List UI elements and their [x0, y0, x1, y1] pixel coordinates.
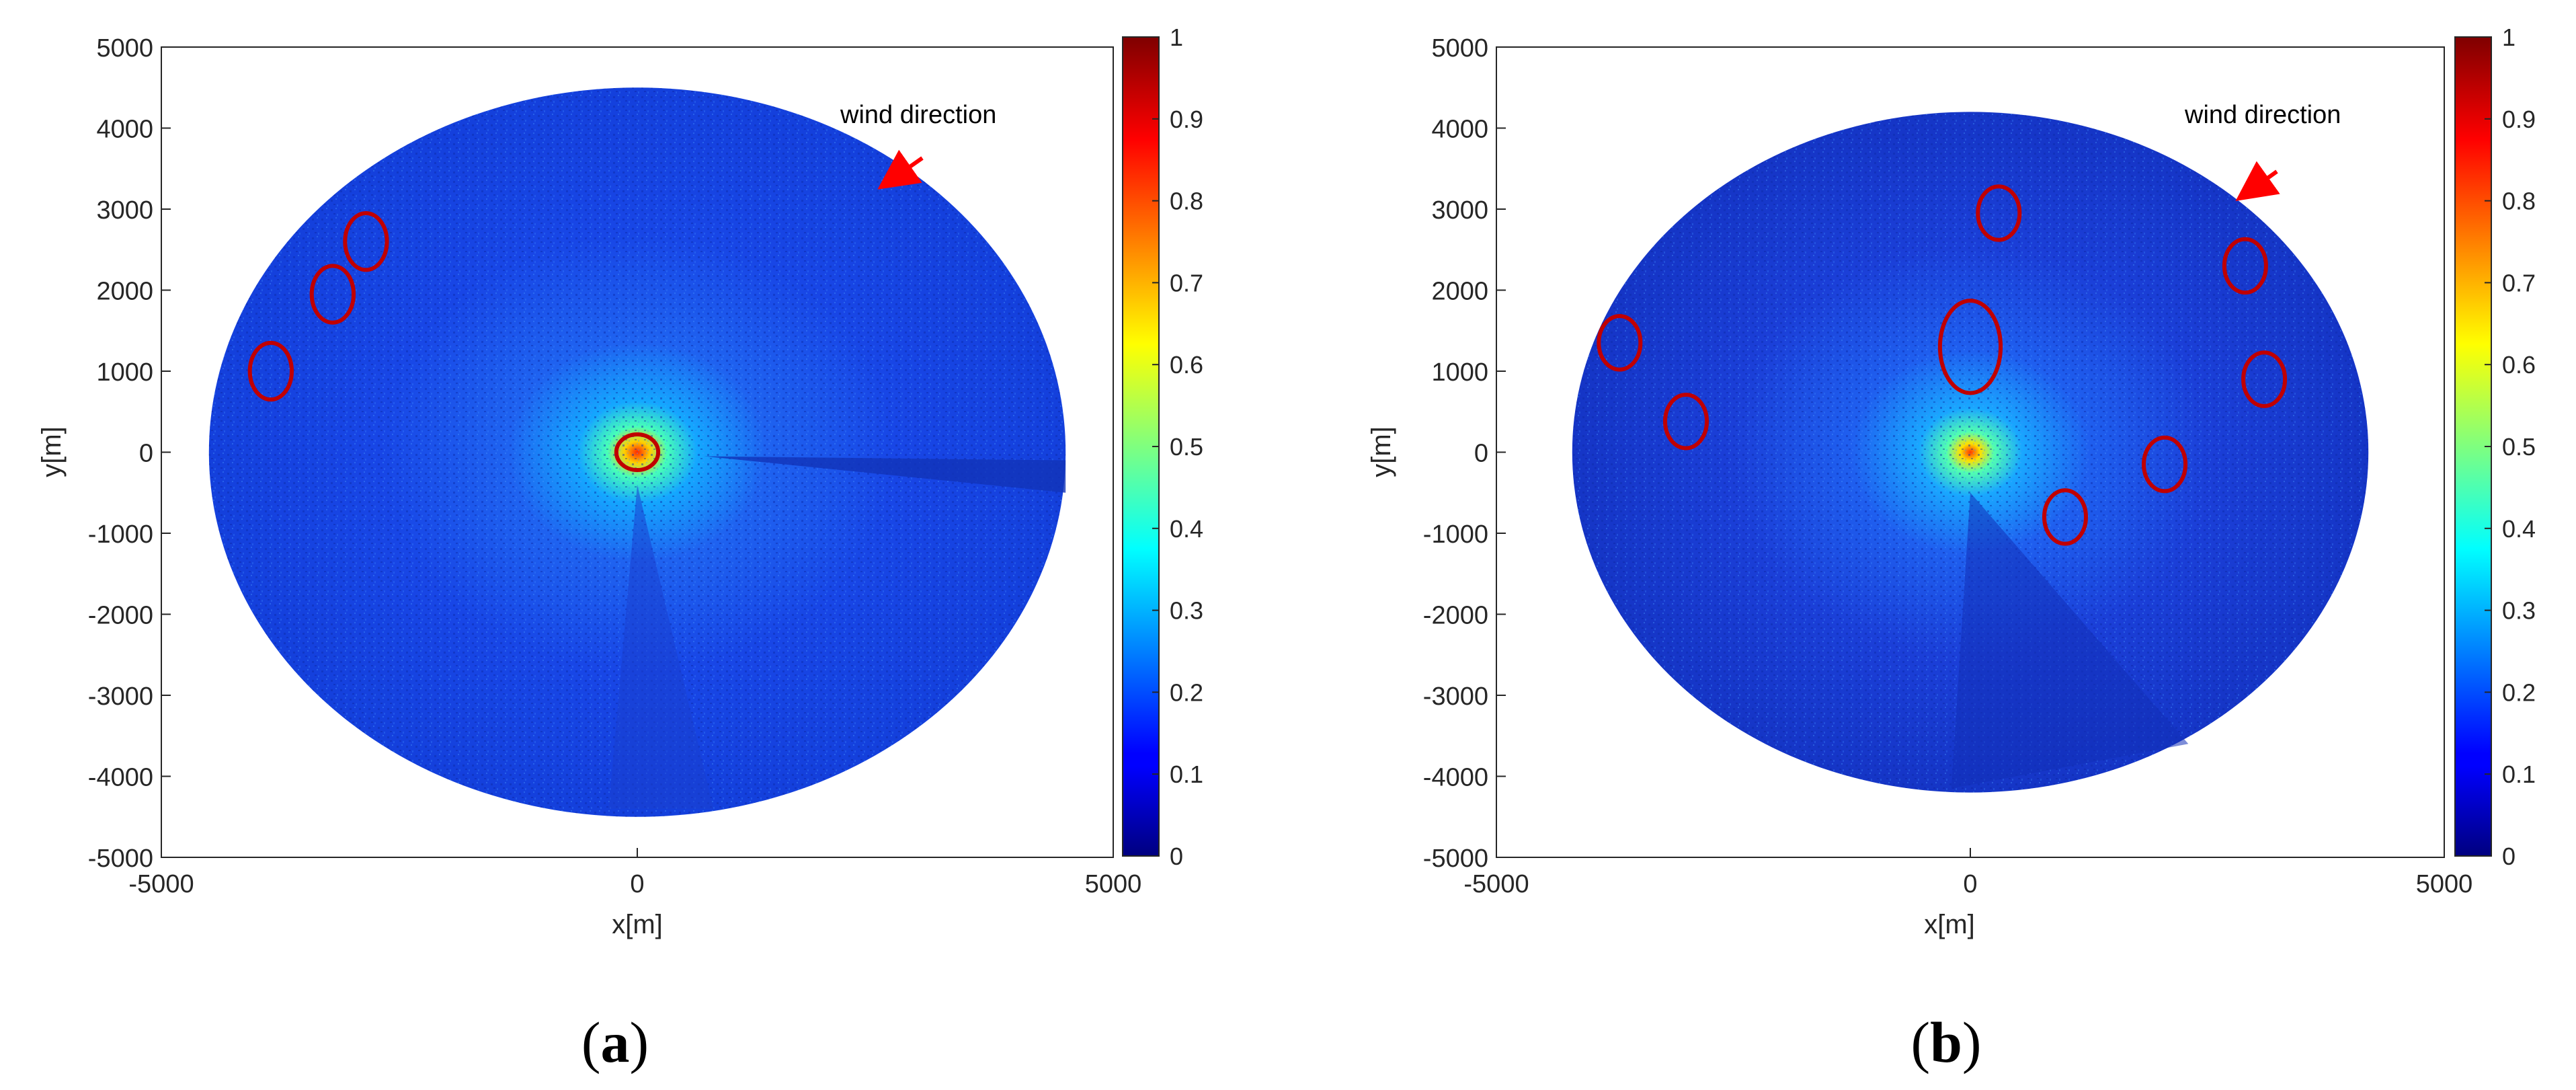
y-tick-label: -4000 [1423, 764, 1488, 792]
wind-direction-arrow [2235, 161, 2280, 201]
highlight-ellipse [1976, 184, 2022, 242]
caption-a: (a) [581, 1010, 649, 1075]
colorbar-tick-label: 0.7 [1170, 269, 1203, 297]
y-tick-label: 2000 [1431, 278, 1488, 306]
x-axis-label: x[m] [612, 910, 663, 939]
y-tick-label: -3000 [88, 683, 153, 711]
colorbar-tick-label: 0.8 [1170, 188, 1203, 215]
y-tick-label: -5000 [1423, 845, 1488, 873]
radar-shadow-sector [704, 456, 1066, 493]
y-tick-label: 1000 [96, 358, 153, 387]
x-tick-label: 5000 [1085, 870, 1142, 898]
colorbar-tick-label: 0.4 [2502, 515, 2536, 543]
x-tick-label: 0 [1963, 870, 1977, 898]
colorbar-tick-label: 0 [2502, 843, 2515, 870]
highlight-ellipse [2222, 237, 2268, 295]
panel-a: 5000 4000 3000 2000 1000 0 -1000 -2000 -3000 -400… [37, 24, 1203, 939]
colorbar-tick-label: 0.3 [2502, 597, 2536, 625]
highlight-ellipse [309, 264, 356, 325]
y-tick-label: -2000 [1423, 602, 1488, 630]
caption-b: (b) [1910, 1010, 1982, 1075]
y-axis-label: y[m] [37, 426, 67, 477]
y-tick-label: 5000 [96, 34, 153, 63]
colorbar-tick-label: 0.3 [1170, 597, 1203, 625]
colorbar-tick-label: 0.5 [2502, 433, 2536, 461]
highlight-ellipse [247, 340, 294, 402]
y-tick-label: -3000 [1423, 683, 1488, 711]
colorbar-tick-label: 0.6 [2502, 351, 2536, 379]
y-tick-label: 0 [1474, 440, 1488, 468]
wind-direction-arrow [877, 149, 924, 190]
colorbar-tick-label: 0 [1170, 843, 1183, 870]
radar-speckle-texture [1572, 112, 2369, 793]
x-tick-label: 0 [630, 870, 644, 898]
highlight-ellipse [1937, 299, 2003, 395]
y-tick-label: -2000 [88, 602, 153, 630]
y-tick-label: 1000 [1431, 358, 1488, 387]
colorbar-tick-label: 0.5 [1170, 433, 1203, 461]
colorbar-tick-label: 0.4 [1170, 515, 1203, 543]
highlight-ellipse [2142, 435, 2188, 494]
colorbar-tick-label: 0.2 [2502, 678, 2536, 706]
y-tick-label: 3000 [96, 196, 153, 225]
colorbar-tick-label: 0.7 [2502, 269, 2536, 297]
colorbar-tick-label: 0.1 [1170, 761, 1203, 788]
y-tick-label: 5000 [1431, 34, 1488, 63]
y-tick-label: -1000 [1423, 520, 1488, 549]
wind-direction-label: wind direction [2184, 101, 2341, 129]
colorbar-tick-label: 0.6 [1170, 351, 1203, 379]
y-tick-label: -1000 [88, 520, 153, 549]
highlight-ellipse [1597, 314, 1643, 372]
highlight-ellipse [1662, 392, 1709, 451]
x-tick-label: -5000 [1463, 870, 1529, 898]
y-tick-label: -4000 [88, 764, 153, 792]
y-axis-label: y[m] [1367, 426, 1396, 477]
panel-b: 5000 4000 3000 2000 1000 0 -1000 -2000 -3000 -400… [1367, 24, 2536, 939]
y-tick-label: 4000 [1431, 116, 1488, 144]
colorbar-tick-label: 0.8 [2502, 188, 2536, 215]
colorbar-tick-label: 0.1 [2502, 761, 2536, 788]
y-tick-label: 4000 [96, 116, 153, 144]
colorbar-tick-label: 1 [2502, 24, 2515, 51]
highlight-ellipse [614, 432, 661, 473]
colorbar-tick-label: 0.9 [2502, 106, 2536, 133]
highlight-ellipse [2241, 350, 2288, 408]
x-tick-label: -5000 [128, 870, 194, 898]
highlight-ellipse [343, 211, 389, 272]
radar-speckle-texture [208, 87, 1066, 817]
colorbar-tick-label: 1 [1170, 24, 1183, 51]
wind-direction-label: wind direction [840, 101, 996, 129]
x-axis-label: x[m] [1924, 910, 1975, 939]
y-tick-label: 3000 [1431, 196, 1488, 225]
highlight-ellipse [2042, 488, 2089, 546]
x-tick-label: 5000 [2416, 870, 2473, 898]
y-tick-label: -5000 [88, 845, 153, 873]
radar-shadow-sector [1951, 492, 2189, 789]
colorbar-tick-label: 0.2 [1170, 678, 1203, 706]
y-tick-label: 2000 [96, 278, 153, 306]
radar-shadow-sector [608, 484, 714, 809]
colorbar-tick-label: 0.9 [1170, 106, 1203, 133]
y-tick-label: 0 [139, 440, 153, 468]
